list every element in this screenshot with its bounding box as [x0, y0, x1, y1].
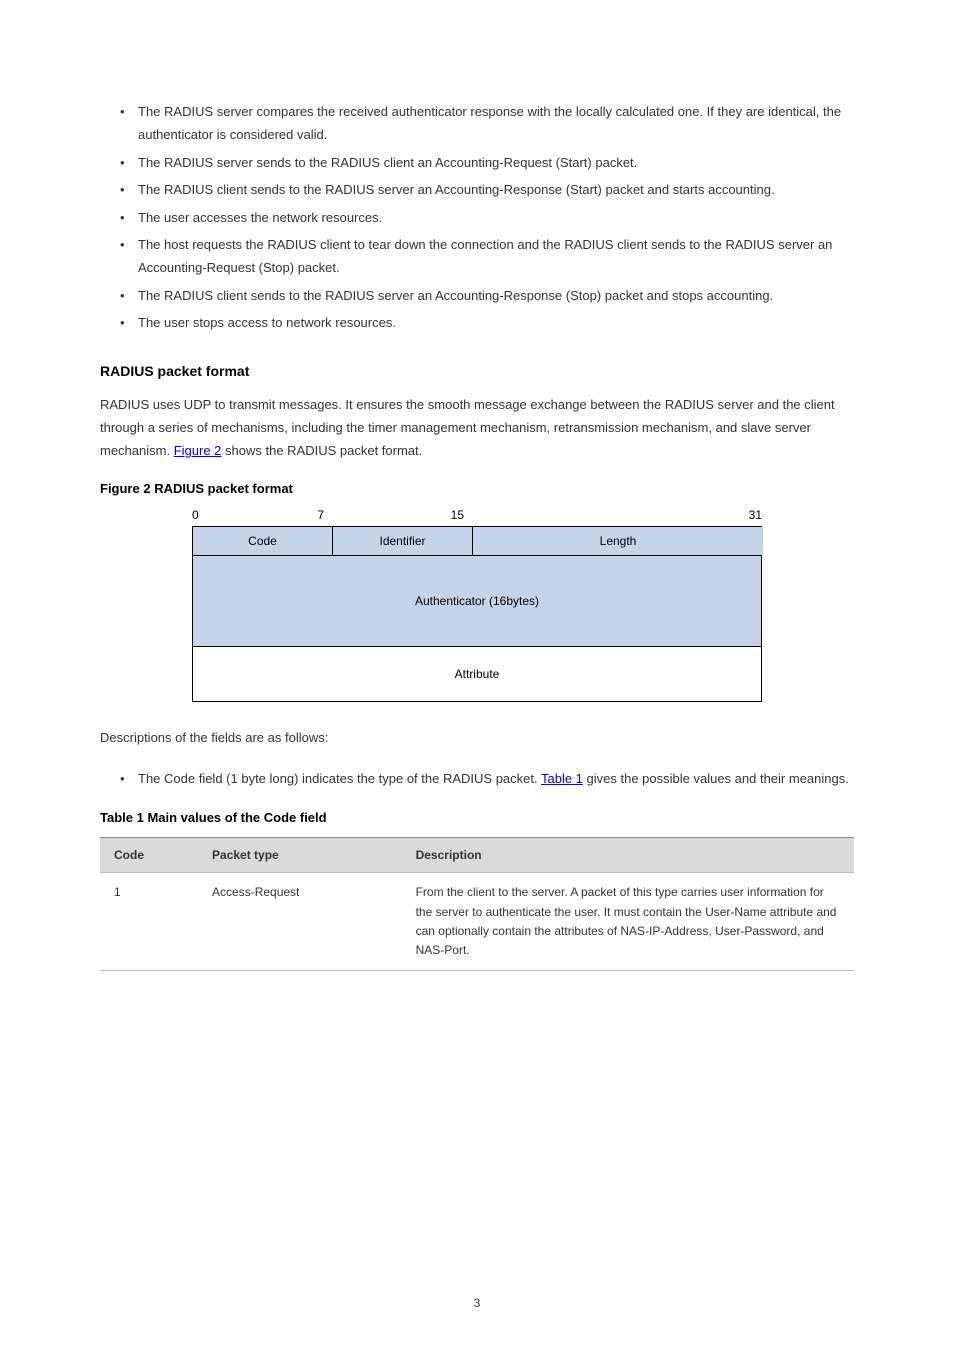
figure-caption: Figure 2 RADIUS packet format [100, 481, 854, 496]
packet-format-diagram: 0 7 15 31 Code Identifier Length Authent… [192, 508, 762, 702]
caption-prefix: Figure 2 [100, 481, 154, 496]
intro-paragraph: RADIUS uses UDP to transmit messages. It… [100, 393, 854, 463]
scale-tick: 15 [451, 508, 464, 522]
bullet-text: gives the possible values and their mean… [583, 771, 849, 786]
field-identifier: Identifier [333, 527, 473, 555]
step-item: The host requests the RADIUS client to t… [120, 233, 854, 280]
cell-type: Access-Request [198, 873, 402, 971]
table-link[interactable]: Table 1 [541, 771, 583, 786]
field-bullets: The Code field (1 byte long) indicates t… [120, 767, 854, 790]
scale-tick: 7 [317, 508, 324, 522]
step-item: The RADIUS client sends to the RADIUS se… [120, 178, 854, 201]
cell-code: 1 [100, 873, 198, 971]
caption-text: Main values of the Code field [147, 810, 326, 825]
fields-intro: Descriptions of the fields are as follow… [100, 726, 854, 749]
page-number: 3 [0, 1296, 954, 1310]
cell-desc: From the client to the server. A packet … [402, 873, 854, 971]
section-heading: RADIUS packet format [100, 363, 854, 379]
bit-scale: 0 7 15 31 [192, 508, 762, 522]
field-authenticator: Authenticator (16bytes) [192, 556, 762, 647]
step-item: The RADIUS server compares the received … [120, 100, 854, 147]
code-values-table: Code Packet type Description 1 Access-Re… [100, 837, 854, 971]
col-code: Code [100, 838, 198, 873]
step-item: The RADIUS client sends to the RADIUS se… [120, 284, 854, 307]
field-attribute: Attribute [192, 647, 762, 702]
scale-tick: 0 [192, 508, 199, 522]
field-length: Length [473, 527, 763, 555]
numbered-steps: The RADIUS server compares the received … [120, 100, 854, 335]
scale-tick: 31 [749, 508, 762, 522]
packet-header-row: Code Identifier Length [192, 526, 762, 556]
caption-text: RADIUS packet format [154, 481, 293, 496]
table-caption: Table 1 Main values of the Code field [100, 810, 854, 825]
table-header-row: Code Packet type Description [100, 838, 854, 873]
caption-prefix: Table 1 [100, 810, 147, 825]
field-bullet: The Code field (1 byte long) indicates t… [120, 767, 854, 790]
table-row: 1 Access-Request From the client to the … [100, 873, 854, 971]
field-code: Code [193, 527, 333, 555]
step-item: The RADIUS server sends to the RADIUS cl… [120, 151, 854, 174]
figure-link[interactable]: Figure 2 [174, 443, 222, 458]
col-description: Description [402, 838, 854, 873]
step-item: The user accesses the network resources. [120, 206, 854, 229]
col-packet-type: Packet type [198, 838, 402, 873]
step-item: The user stops access to network resourc… [120, 311, 854, 334]
bullet-text: The Code field (1 byte long) indicates t… [138, 771, 541, 786]
para-text: shows the RADIUS packet format. [221, 443, 422, 458]
